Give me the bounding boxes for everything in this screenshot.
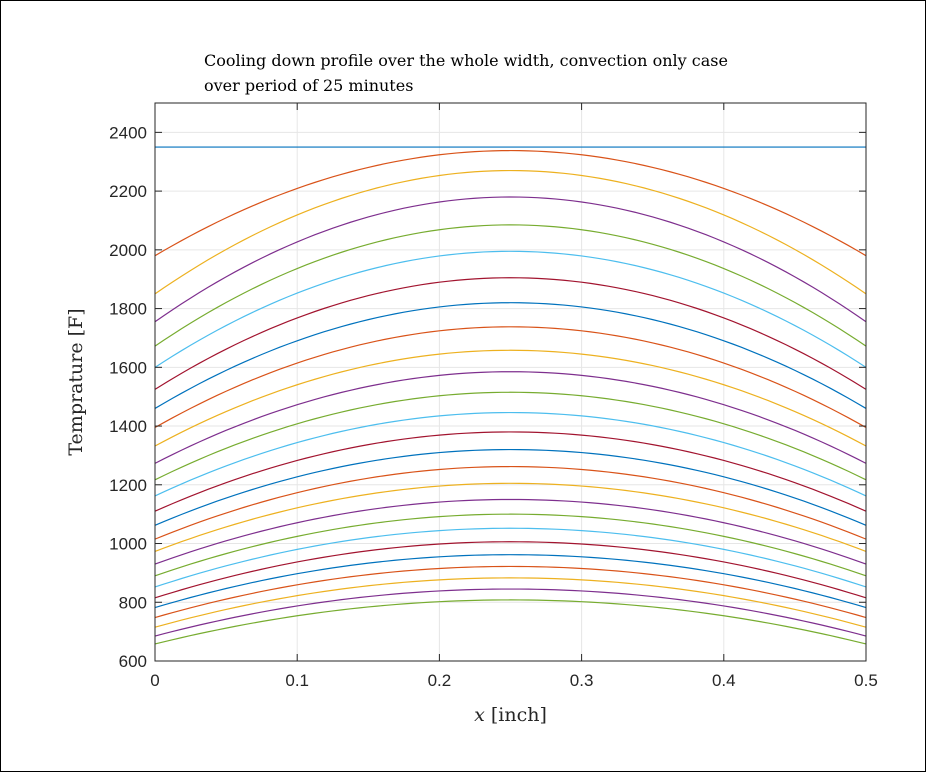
series-layer <box>154 146 867 645</box>
series-line-12 <box>154 391 867 481</box>
x-tick-label: 0.5 <box>854 671 878 690</box>
x-tick-label: 0.3 <box>570 671 594 690</box>
chart-title-line-1: Cooling down profile over the whole widt… <box>204 51 728 70</box>
y-tick-label: 2400 <box>109 123 147 142</box>
y-tick-label: 1800 <box>109 300 147 319</box>
series-line-7 <box>154 277 867 390</box>
series-line-23 <box>154 565 867 619</box>
y-tick-label: 1600 <box>109 358 147 377</box>
x-tick-label: 0 <box>150 671 159 690</box>
y-tick-label: 800 <box>119 593 147 612</box>
series-line-16 <box>154 465 867 540</box>
series-line-14 <box>154 431 867 512</box>
series-line-18 <box>154 498 867 565</box>
series-line-21 <box>154 541 867 599</box>
x-tick-label: 0.4 <box>712 671 736 690</box>
series-line-9 <box>154 326 867 429</box>
y-tick-label: 2200 <box>109 182 147 201</box>
axes-box <box>154 102 867 662</box>
tick-layer: 0 0.1 0.2 0.3 0.4 0.5 600 800 1000 1200 1400 1600 18… <box>109 103 878 690</box>
series-line-11 <box>154 371 867 464</box>
x-axis-label-variable: x <box>474 704 485 726</box>
series-line-3 <box>154 169 867 295</box>
y-tick-label: 1000 <box>109 535 147 554</box>
series-line-13 <box>154 411 867 497</box>
series-line-2 <box>154 149 867 257</box>
x-tick-label: 0.2 <box>428 671 452 690</box>
x-tick-label: 0.1 <box>285 671 309 690</box>
chart-title-line-2: over period of 25 minutes <box>204 76 413 95</box>
series-line-24 <box>154 577 867 628</box>
y-axis-label: Temprature [F] <box>65 308 87 455</box>
series-line-25 <box>154 588 867 637</box>
series-line-20 <box>154 527 867 588</box>
series-line-6 <box>154 250 867 368</box>
y-tick-label: 2000 <box>109 241 147 260</box>
series-line-22 <box>154 554 867 609</box>
x-axis-label-unit: [inch] <box>485 704 547 726</box>
series-line-26 <box>154 599 867 645</box>
x-axis-label: x [inch] <box>474 704 547 726</box>
series-line-4 <box>154 196 867 323</box>
series-line-5 <box>154 224 867 347</box>
y-tick-label: 1400 <box>109 417 147 436</box>
series-line-10 <box>154 349 867 447</box>
series-line-8 <box>154 302 867 409</box>
y-tick-label: 600 <box>119 652 147 671</box>
series-line-19 <box>154 513 867 577</box>
series-line-17 <box>154 482 867 553</box>
series-line-15 <box>154 448 867 526</box>
y-tick-label: 1200 <box>109 476 147 495</box>
